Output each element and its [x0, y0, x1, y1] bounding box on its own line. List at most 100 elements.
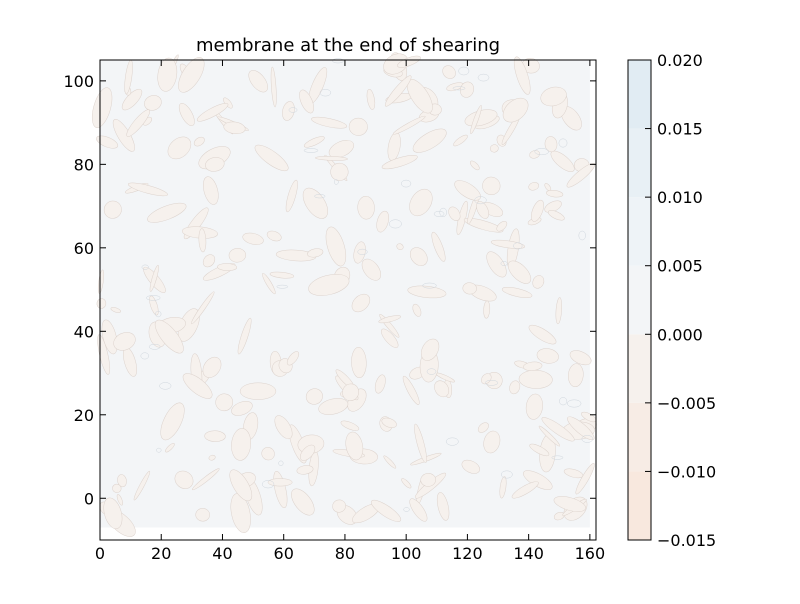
- contour-region: [541, 417, 575, 442]
- contour-region: [266, 230, 282, 242]
- contour-region: [476, 201, 489, 219]
- contour-region: [412, 303, 422, 317]
- contour-region: [547, 210, 565, 221]
- contour-region: [553, 496, 586, 512]
- colorbar-band: [628, 128, 651, 198]
- contour-region: [568, 363, 584, 388]
- contour-region: [230, 493, 251, 534]
- contour-line: [558, 138, 568, 148]
- contour-region: [518, 370, 553, 389]
- contour-region: [274, 415, 293, 440]
- x-tick-label: 60: [274, 544, 294, 563]
- contour-region: [431, 231, 446, 262]
- contour-region: [91, 87, 113, 128]
- contour-line: [551, 455, 564, 460]
- contour-region: [567, 416, 595, 441]
- contour-region: [269, 271, 295, 279]
- contour-region: [96, 135, 119, 149]
- contour-region: [328, 140, 355, 158]
- contour-region: [353, 241, 366, 264]
- contour-region: [544, 136, 558, 153]
- contour-region: [532, 275, 545, 289]
- contour-line: [319, 89, 332, 97]
- contour-region: [217, 263, 238, 271]
- contour-region: [117, 474, 127, 488]
- contour-region: [149, 295, 159, 316]
- contour-region: [167, 136, 192, 160]
- contour-region: [191, 291, 215, 325]
- contour-region: [370, 499, 402, 522]
- y-tick-label: 20: [74, 406, 94, 425]
- contour-region: [351, 346, 367, 379]
- colorbar-band: [628, 334, 651, 403]
- contour-region: [496, 220, 508, 232]
- contour-region: [499, 476, 507, 499]
- colorbar-tick-label: −0.010: [657, 462, 716, 481]
- contour-line: [141, 264, 149, 270]
- contour-region: [208, 454, 216, 461]
- contour-region: [401, 478, 412, 489]
- contour-region: [421, 338, 440, 361]
- contour-line: [278, 460, 284, 466]
- contour-region: [267, 478, 293, 487]
- contour-region: [203, 176, 219, 205]
- contour-line: [439, 207, 447, 217]
- contour-region: [330, 162, 349, 181]
- contour-line: [477, 73, 490, 82]
- x-tick-label: 120: [452, 544, 483, 563]
- contour-line: [484, 379, 499, 386]
- contour-region: [366, 88, 376, 110]
- contour-region: [101, 319, 118, 355]
- contour-region: [482, 176, 501, 196]
- contour-region: [502, 97, 529, 123]
- contour-region: [182, 373, 213, 399]
- contour-region: [325, 226, 347, 267]
- contour-region: [302, 187, 329, 219]
- contour-line: [303, 148, 319, 153]
- contour-region: [223, 121, 246, 134]
- contour-region: [378, 315, 401, 324]
- colorbar-tick-label: −0.005: [657, 394, 716, 413]
- contour-line: [159, 382, 172, 390]
- contour-region: [470, 105, 482, 135]
- contour-region: [396, 243, 404, 250]
- contour-line: [534, 148, 549, 156]
- contour-region: [453, 134, 468, 147]
- contour-region: [569, 350, 592, 366]
- contour-field: [91, 52, 597, 537]
- contour-region: [407, 285, 447, 299]
- contour-region: [291, 488, 315, 516]
- contour-region: [376, 210, 390, 233]
- contour-region: [461, 459, 480, 474]
- colorbar-band: [628, 471, 651, 540]
- contour-region: [483, 430, 501, 454]
- contour-line: [357, 248, 368, 255]
- contour-region: [154, 319, 184, 354]
- colorbar-tick-label: 0.010: [657, 188, 703, 207]
- contour-region: [357, 195, 375, 220]
- contour-region: [285, 179, 298, 213]
- plot-frame: [99, 59, 597, 541]
- contour-region: [566, 162, 596, 188]
- contour-region: [436, 492, 450, 521]
- contour-region: [489, 144, 499, 153]
- contour-line: [426, 368, 437, 375]
- contour-region: [178, 103, 195, 126]
- contour-line: [146, 295, 161, 301]
- contour-region: [296, 465, 314, 475]
- contour-region: [525, 393, 543, 420]
- contour-region: [563, 468, 584, 479]
- contour-line: [333, 179, 339, 185]
- contour-region: [300, 444, 316, 461]
- contour-region: [409, 498, 428, 522]
- contour-region: [157, 57, 178, 92]
- contour-region: [540, 86, 567, 107]
- contour-region: [374, 374, 386, 394]
- colorbar-tick-label: 0.020: [657, 51, 703, 70]
- contour-region: [286, 351, 300, 366]
- contour-line: [332, 58, 344, 64]
- contour-region: [469, 160, 480, 171]
- contour-line: [513, 242, 523, 250]
